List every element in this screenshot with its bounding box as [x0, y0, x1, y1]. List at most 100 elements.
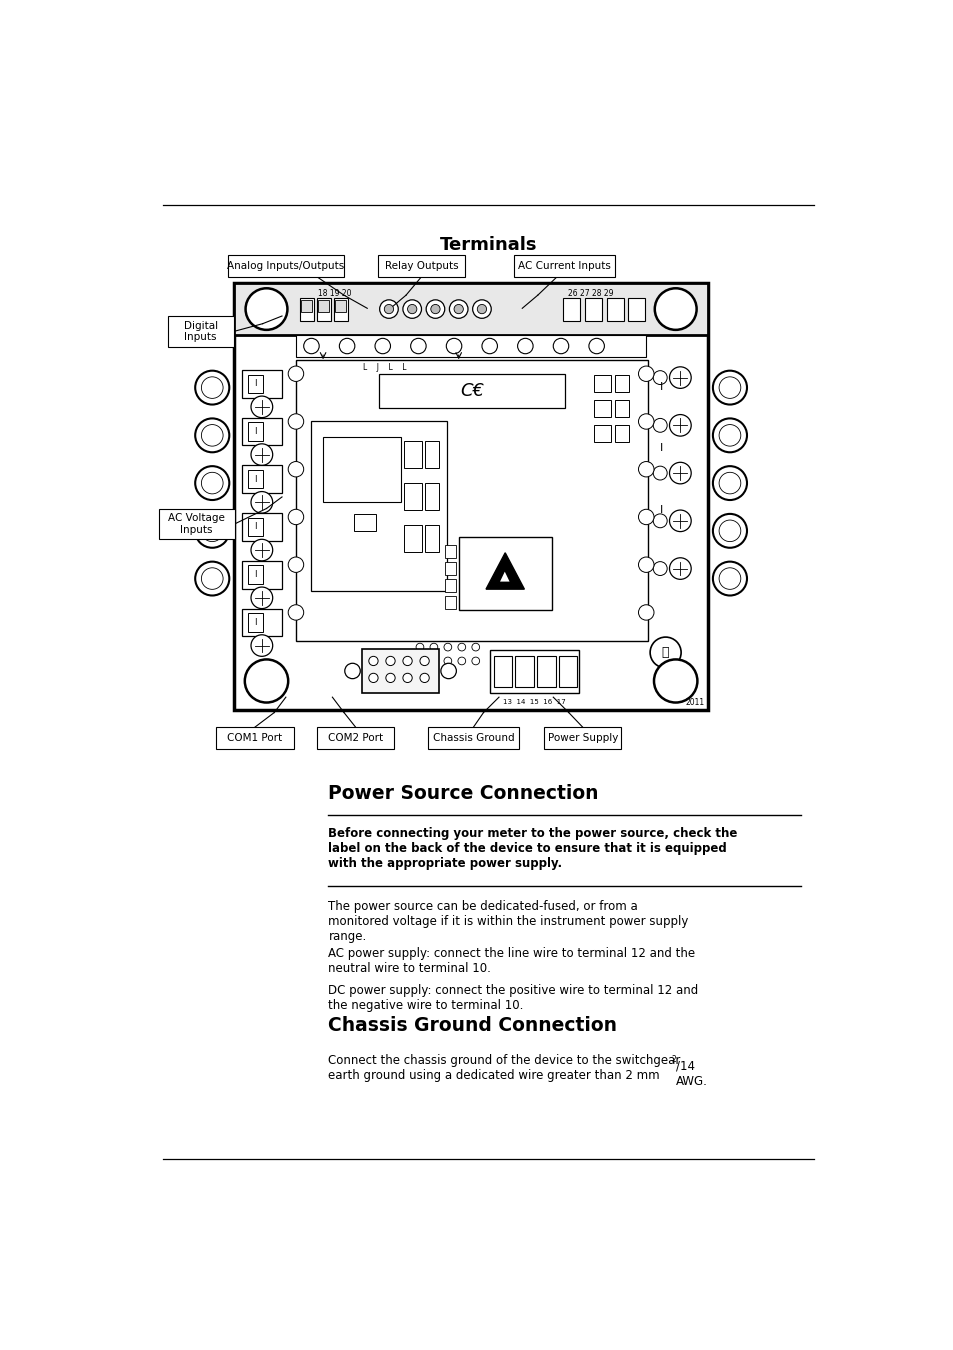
Text: Power Source Connection: Power Source Connection	[328, 784, 598, 803]
Circle shape	[303, 339, 319, 354]
Text: Analog Inputs/Outputs: Analog Inputs/Outputs	[227, 261, 344, 271]
Bar	[514, 255, 615, 277]
Circle shape	[457, 657, 465, 664]
Text: Terminals: Terminals	[439, 236, 537, 254]
Circle shape	[344, 663, 360, 679]
Bar	[318, 300, 329, 312]
Circle shape	[245, 289, 287, 329]
Bar	[562, 298, 579, 321]
Circle shape	[288, 366, 303, 382]
Circle shape	[457, 643, 465, 651]
Circle shape	[288, 509, 303, 525]
Text: AC power supply: connect the line wire to terminal 12 and the
neutral wire to te: AC power supply: connect the line wire t…	[328, 948, 695, 976]
Text: COM2 Port: COM2 Port	[328, 733, 383, 743]
Text: I: I	[254, 475, 256, 483]
Bar	[425, 440, 439, 467]
Bar	[615, 424, 629, 441]
Circle shape	[481, 339, 497, 354]
Circle shape	[339, 339, 355, 354]
Circle shape	[201, 424, 223, 446]
Circle shape	[195, 514, 229, 548]
Bar	[404, 440, 421, 467]
Bar	[404, 525, 421, 552]
Text: I: I	[254, 570, 256, 579]
Circle shape	[201, 520, 223, 541]
Circle shape	[195, 562, 229, 595]
Text: COM1 Port: COM1 Port	[227, 733, 282, 743]
Text: 26 27 28 29: 26 27 28 29	[567, 289, 613, 298]
Text: I: I	[254, 427, 256, 436]
Text: 18 19 20: 18 19 20	[317, 289, 351, 298]
Bar	[248, 613, 263, 632]
Circle shape	[654, 659, 697, 702]
Circle shape	[669, 414, 691, 436]
Circle shape	[369, 656, 377, 666]
Bar	[168, 316, 233, 347]
Circle shape	[288, 558, 303, 572]
Text: I: I	[254, 618, 256, 626]
Circle shape	[379, 300, 397, 319]
Circle shape	[201, 568, 223, 590]
Circle shape	[653, 514, 666, 528]
Bar	[537, 656, 555, 687]
Text: Relay Outputs: Relay Outputs	[384, 261, 457, 271]
Bar	[628, 298, 645, 321]
Circle shape	[649, 637, 680, 668]
Bar	[361, 648, 439, 694]
Circle shape	[476, 305, 486, 313]
Bar	[489, 651, 578, 693]
Circle shape	[719, 472, 740, 494]
Bar	[228, 255, 344, 277]
Circle shape	[385, 674, 395, 683]
Circle shape	[384, 305, 394, 313]
Bar	[233, 284, 707, 710]
Circle shape	[369, 674, 377, 683]
Circle shape	[288, 605, 303, 620]
Circle shape	[288, 414, 303, 429]
Circle shape	[195, 418, 229, 452]
Circle shape	[669, 558, 691, 579]
Circle shape	[251, 587, 273, 609]
Circle shape	[251, 491, 273, 513]
Bar	[301, 300, 312, 312]
Text: ▲: ▲	[500, 570, 510, 583]
Bar	[248, 374, 263, 393]
Circle shape	[638, 462, 654, 477]
Circle shape	[712, 514, 746, 548]
Circle shape	[638, 509, 654, 525]
Circle shape	[719, 424, 740, 446]
Circle shape	[419, 674, 429, 683]
Bar	[316, 298, 331, 321]
Circle shape	[288, 462, 303, 477]
Circle shape	[712, 418, 746, 452]
Circle shape	[719, 377, 740, 398]
Circle shape	[517, 339, 533, 354]
Bar	[584, 298, 601, 321]
Text: Before connecting your meter to the power source, check the
label on the back of: Before connecting your meter to the powe…	[328, 826, 737, 869]
Bar	[248, 423, 263, 440]
Bar	[444, 579, 456, 591]
Circle shape	[251, 634, 273, 656]
Circle shape	[472, 643, 479, 651]
Text: ⏚: ⏚	[661, 647, 669, 659]
Circle shape	[712, 562, 746, 595]
Bar	[425, 483, 439, 510]
Circle shape	[638, 605, 654, 620]
Bar	[335, 300, 346, 312]
Bar	[248, 470, 263, 489]
Text: I: I	[659, 382, 662, 391]
Text: L    J    L    L: L J L L	[363, 363, 406, 373]
Circle shape	[195, 371, 229, 405]
Circle shape	[654, 289, 696, 329]
Circle shape	[410, 339, 426, 354]
Bar	[241, 560, 282, 589]
Text: 2: 2	[671, 1056, 676, 1064]
Text: The power source can be dedicated-fused, or from a
monitored voltage if it is wi: The power source can be dedicated-fused,…	[328, 899, 688, 942]
Circle shape	[653, 371, 666, 385]
Circle shape	[440, 663, 456, 679]
Bar	[427, 728, 518, 749]
Circle shape	[402, 656, 412, 666]
Circle shape	[443, 643, 452, 651]
Bar	[241, 370, 282, 398]
Bar	[158, 509, 234, 539]
